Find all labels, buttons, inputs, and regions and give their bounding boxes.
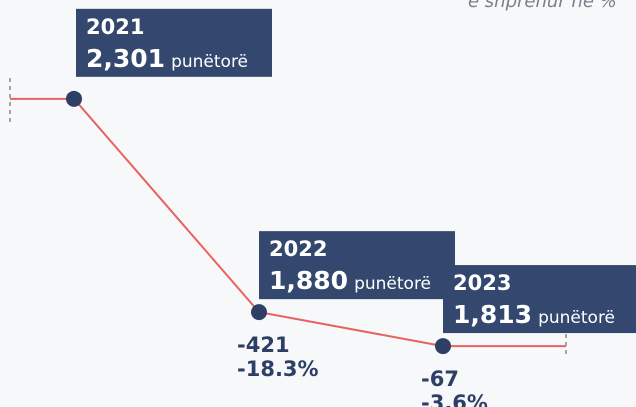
point xyxy=(435,338,451,355)
value-label: 2,301 xyxy=(86,44,165,73)
year-label: 2022 xyxy=(269,237,327,261)
unit-label: punëtorë xyxy=(354,274,431,294)
value-label: 1,813 xyxy=(453,300,532,329)
label-box xyxy=(259,231,455,300)
label-box xyxy=(443,265,636,334)
label-box xyxy=(76,8,272,77)
change-label: -421 xyxy=(237,333,290,357)
point xyxy=(251,304,267,321)
change-pct-label: -3.6% xyxy=(421,391,488,407)
value-label: 1,880 xyxy=(269,266,348,295)
chart-subtitle: e shprehur në % xyxy=(468,0,617,12)
change-label: -67 xyxy=(421,367,459,391)
point xyxy=(66,90,82,107)
unit-label: punëtorë xyxy=(538,308,615,328)
change-pct-label: -18.3% xyxy=(237,357,319,381)
unit-label: punëtorë xyxy=(171,52,248,72)
year-label: 2023 xyxy=(453,271,511,295)
year-label: 2021 xyxy=(86,15,144,39)
